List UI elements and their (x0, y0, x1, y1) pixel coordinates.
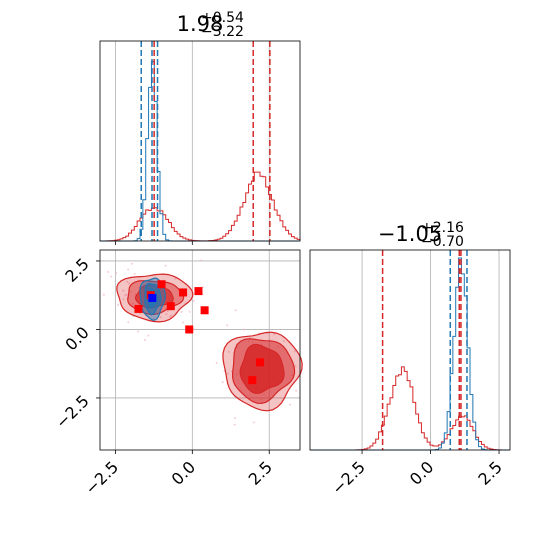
scatter-point-faint (170, 314, 173, 317)
title-param1-plus: +0.54 (201, 10, 244, 26)
scatter-point-faint (226, 372, 229, 375)
scatter-point-faint (115, 272, 118, 275)
scatter-point-faint (227, 350, 230, 353)
panel-param2-frame (309, 249, 511, 451)
title-param2-plus: +2.16 (421, 220, 464, 236)
tick-label-x: −2.5 (328, 457, 369, 498)
title-param2-minus: −0.70 (421, 234, 464, 250)
scatter-point-faint (144, 338, 147, 341)
scatter-point-faint (234, 309, 237, 312)
scatter-point-faint (122, 289, 125, 292)
scatter-point-faint (127, 282, 130, 285)
tick-label-x: 0.0 (168, 457, 199, 488)
scatter-point-faint (242, 328, 245, 331)
scatter-point-faint (152, 317, 155, 320)
title-param2: −1.05 (378, 222, 442, 246)
panel-param2-histogram: −2.5 0.0 2.5 (309, 249, 511, 498)
marker-red-square (248, 376, 257, 385)
scatter-point-faint (164, 264, 167, 267)
scatter-point-faint (174, 277, 177, 280)
scatter-point-faint (192, 299, 195, 302)
series-red-hist-param2 (310, 366, 511, 451)
panel-2d-frame (99, 249, 301, 451)
tick-label-y: 2.5 (61, 254, 92, 285)
tick-label-x: −2.5 (81, 457, 122, 498)
scatter-point-faint (127, 321, 130, 324)
marker-red-square (166, 302, 175, 311)
scatter-point-faint (117, 303, 120, 306)
scatter-point-faint (130, 262, 133, 265)
marker-red-square (194, 287, 203, 296)
panel-2d-scatter: −2.5 0.0 2.5 2.5 0.0 −2.5 (52, 249, 303, 498)
scatter-point-faint (126, 280, 129, 283)
scatter-point-faint (133, 272, 136, 275)
scatter-point-faint (107, 271, 110, 274)
scatter-point-faint (295, 389, 298, 392)
panel-param1-frame (99, 40, 301, 242)
scatter-point-faint (125, 293, 128, 296)
marker-red-square (256, 358, 264, 367)
scatter-point-faint (181, 321, 184, 324)
scatter-point-faint (134, 293, 137, 296)
scatter-point-faint (159, 316, 162, 319)
title-param1-minus: −3.22 (201, 24, 244, 40)
scatter-point-faint (200, 259, 203, 262)
scatter-point-faint (131, 302, 134, 305)
scatter-point-faint (215, 362, 218, 365)
scatter-point-faint (180, 310, 183, 313)
marker-blue-square (148, 293, 157, 302)
scatter-point-faint (165, 313, 168, 316)
marker-red-square (200, 306, 209, 315)
scatter-point-faint (226, 324, 229, 327)
scatter-point-faint (168, 315, 171, 318)
scatter-point-faint (294, 365, 297, 368)
scatter-point-faint (273, 333, 276, 336)
tick-label-y: 0.0 (61, 323, 92, 354)
scatter-point-faint (166, 310, 169, 313)
scatter-point-faint (130, 290, 133, 293)
title-param1: 1.98 (177, 12, 224, 36)
tick-label-x: 2.5 (474, 457, 505, 488)
scatter-point-faint (293, 350, 296, 353)
marker-red-square (179, 288, 188, 297)
marker-red-square (134, 304, 143, 313)
scatter-point-faint (233, 423, 236, 426)
scatter-point-faint (127, 268, 130, 271)
tick-label-x: 0.0 (406, 457, 437, 488)
scatter-point-faint (147, 334, 150, 337)
tick-label-x: 2.5 (245, 457, 276, 488)
scatter-point-faint (282, 340, 285, 343)
scatter-point-faint (137, 330, 140, 333)
scatter-point-faint (193, 328, 196, 331)
scatter-point-faint (289, 403, 292, 406)
scatter-point-faint (150, 314, 153, 317)
scatter-point-faint (124, 294, 127, 297)
scatter-point-faint (252, 421, 255, 424)
tick-label-y: −2.5 (52, 391, 93, 432)
scatter-point-faint (234, 417, 237, 420)
marker-red-square (157, 280, 166, 289)
scatter-point-faint (102, 293, 105, 296)
scatter-point-faint (122, 298, 125, 301)
scatter-point-faint (221, 381, 224, 384)
panel-param1-histogram (99, 40, 301, 245)
scatter-point-faint (188, 310, 191, 313)
series-blue-hist-param2 (310, 257, 510, 451)
marker-red-square (185, 325, 194, 334)
scatter-point-faint (110, 275, 113, 278)
